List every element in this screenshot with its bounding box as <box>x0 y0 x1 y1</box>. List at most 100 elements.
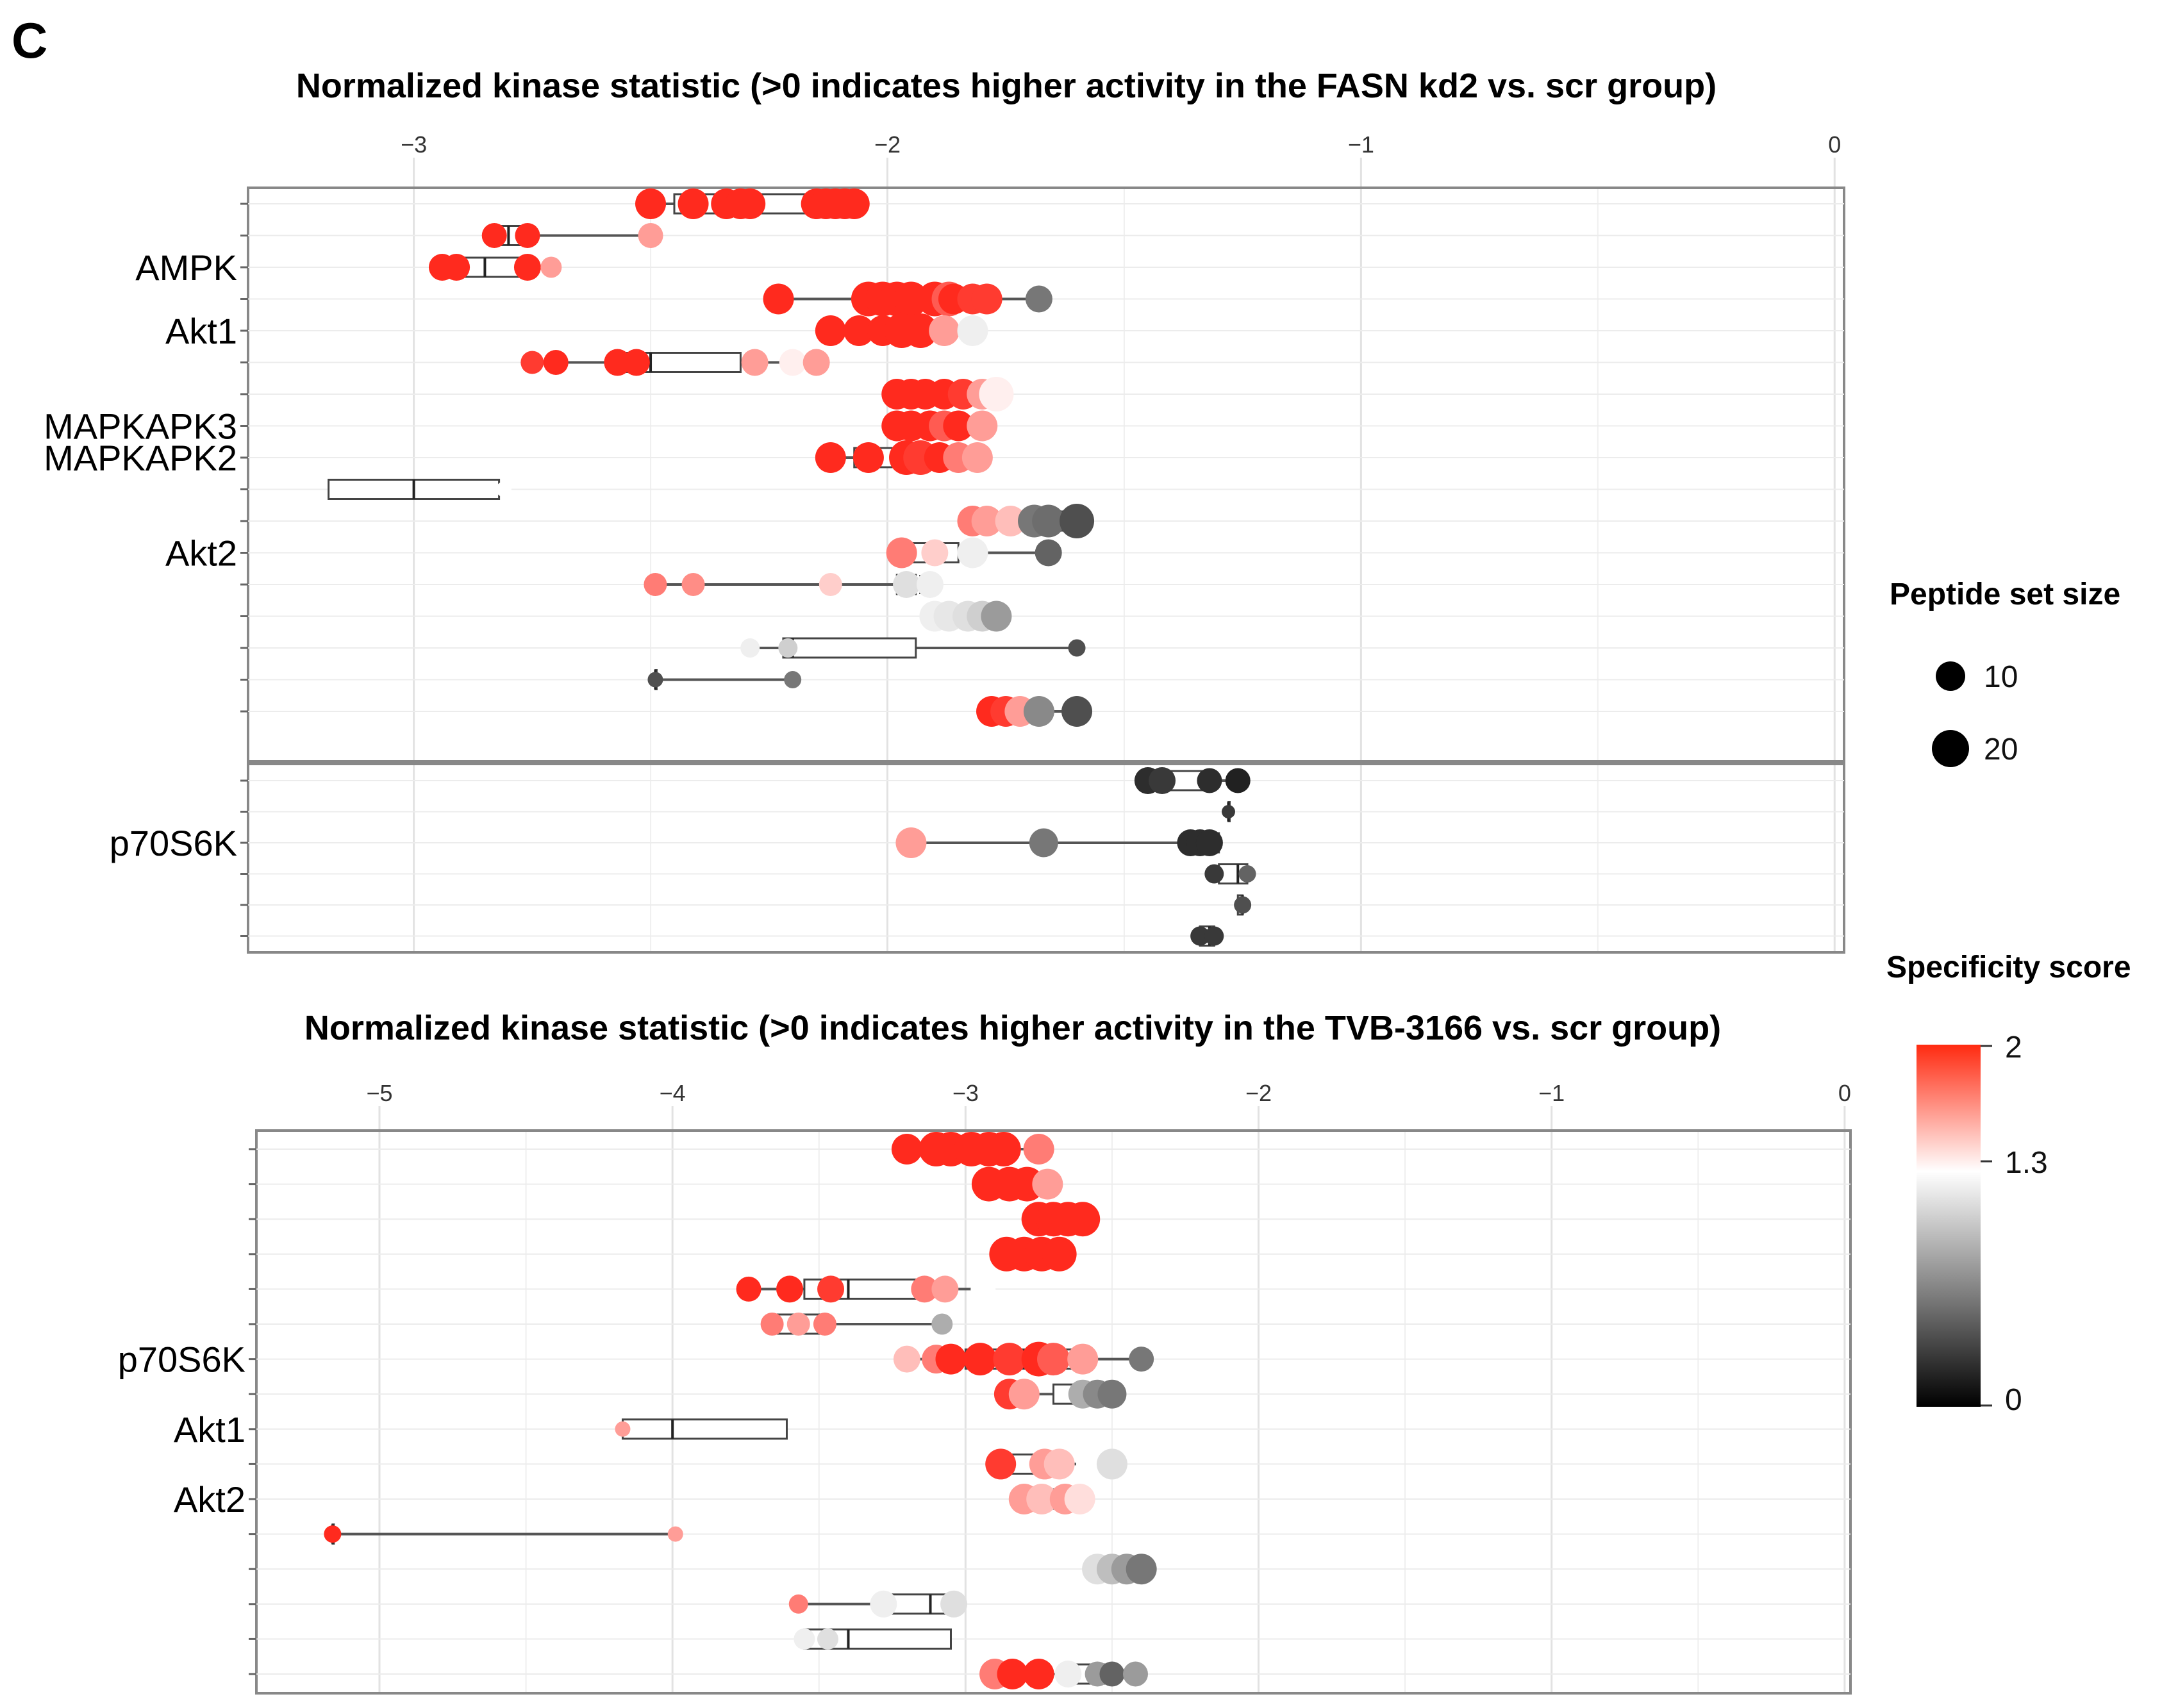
peptide-point <box>943 410 974 442</box>
peptide-point <box>513 254 541 281</box>
peptide-point <box>1149 767 1176 794</box>
peptide-point <box>736 1276 761 1302</box>
tvb3166-row-labels: p70S6K Akt1 Akt2 <box>118 1339 245 1520</box>
peptide-point <box>740 638 760 658</box>
peptide-point <box>638 223 663 248</box>
peptide-point <box>971 506 1002 536</box>
peptide-point <box>1234 896 1252 914</box>
peptide-point <box>957 315 988 346</box>
peptide-point <box>981 601 1012 632</box>
peptide-point <box>838 188 870 219</box>
peptide-point <box>635 188 667 219</box>
kinase-row <box>249 1628 1850 1650</box>
peptide-point <box>985 1448 1017 1480</box>
x-axis-tick-label: −3 <box>401 131 427 158</box>
peptide-point <box>681 573 705 596</box>
peptide-point <box>997 1659 1028 1689</box>
peptide-point <box>819 573 842 596</box>
peptide-point <box>931 1275 959 1303</box>
kinase-row <box>240 254 1844 281</box>
kinase-row <box>249 1132 1850 1166</box>
peptide-point <box>604 349 631 376</box>
kinase-row <box>240 925 1844 947</box>
peptide-point <box>667 1526 683 1542</box>
color-legend-label-1-3: 1.3 <box>2005 1146 2048 1180</box>
peptide-point <box>763 283 794 315</box>
peptide-point <box>760 1313 784 1336</box>
tvb3166-chart-title: Normalized kinase statistic (>0 indicate… <box>304 1009 1721 1047</box>
kinase-row <box>240 801 1844 822</box>
kinase-row <box>240 537 1844 568</box>
tvb3166-rows <box>249 1132 1850 1689</box>
peptide-point <box>1060 504 1095 538</box>
peptide-point <box>1035 539 1062 567</box>
peptide-point <box>495 481 511 497</box>
x-axis-tick-label: −1 <box>1538 1080 1565 1106</box>
size-legend-key-10 <box>1936 661 1965 691</box>
peptide-point <box>1023 1659 1054 1689</box>
kinase-row <box>240 349 1844 376</box>
peptide-point <box>971 283 1002 315</box>
peptide-point <box>1126 1554 1157 1585</box>
x-axis-tick-label: 0 <box>1828 131 1841 158</box>
kinase-row <box>249 1202 1850 1237</box>
peptide-point <box>1029 828 1058 858</box>
peptide-point <box>540 256 562 278</box>
kinase-label: Akt2 <box>174 1479 245 1520</box>
peptide-point <box>813 1313 836 1336</box>
peptide-point <box>957 537 988 568</box>
peptide-point <box>543 350 569 375</box>
tvb3166-gridlines <box>378 1131 1846 1693</box>
peptide-point <box>1123 1661 1149 1687</box>
peptide-point <box>788 1594 808 1614</box>
peptide-point <box>911 1275 938 1303</box>
kinase-label: MAPKAPK3 <box>44 406 237 447</box>
peptide-point <box>995 506 1026 536</box>
peptide-point <box>784 671 802 688</box>
peptide-point <box>1008 1379 1040 1410</box>
fasn-kd2-panel: Normalized kinase statistic (>0 indicate… <box>44 67 1845 954</box>
kinase-row <box>249 1523 1850 1545</box>
peptide-point <box>1026 1484 1058 1514</box>
peptide-point <box>443 254 470 281</box>
kinase-row <box>240 188 1844 219</box>
kinase-row <box>240 410 1844 442</box>
kinase-label: AMPK <box>135 247 237 288</box>
x-axis-tick-label: −2 <box>874 131 901 158</box>
peptide-point <box>647 672 663 688</box>
kinase-row <box>249 1418 1850 1440</box>
peptide-point <box>1204 926 1224 946</box>
peptide-point <box>1067 1343 1099 1375</box>
peptide-point <box>886 537 917 568</box>
fasn-kd2-rows <box>240 188 1844 947</box>
peptide-point <box>963 1343 997 1376</box>
kinase-row <box>249 1590 1850 1618</box>
kinase-row <box>249 1236 1850 1272</box>
kinase-row <box>240 571 1844 598</box>
kinase-row <box>240 440 1844 475</box>
peptide-point <box>929 315 960 346</box>
tvb3166-panel: Normalized kinase statistic (>0 indicate… <box>118 1009 1852 1695</box>
peptide-point <box>870 1590 897 1618</box>
peptide-point <box>1225 768 1251 793</box>
kinase-row <box>249 1166 1850 1202</box>
peptide-point <box>1099 1661 1125 1687</box>
peptide-point <box>895 827 927 858</box>
peptide-point <box>481 223 507 248</box>
x-axis-tick-label: 0 <box>1838 1080 1851 1106</box>
kinase-row <box>240 377 1844 411</box>
kinase-row <box>240 504 1844 538</box>
kinase-row <box>249 1341 1850 1377</box>
kinase-row <box>240 313 1844 348</box>
peptide-point <box>931 1313 953 1335</box>
fasn-kd2-strip-frame-top <box>247 187 1845 763</box>
peptide-point <box>1037 1343 1070 1376</box>
kinase-row <box>249 1275 1850 1303</box>
kinase-row <box>240 601 1844 632</box>
peptide-point <box>1023 1134 1054 1165</box>
kinase-row <box>240 637 1844 659</box>
kinase-label: MAPKAPK2 <box>44 438 237 478</box>
peptide-point <box>778 638 798 658</box>
kinase-row <box>249 1554 1850 1585</box>
